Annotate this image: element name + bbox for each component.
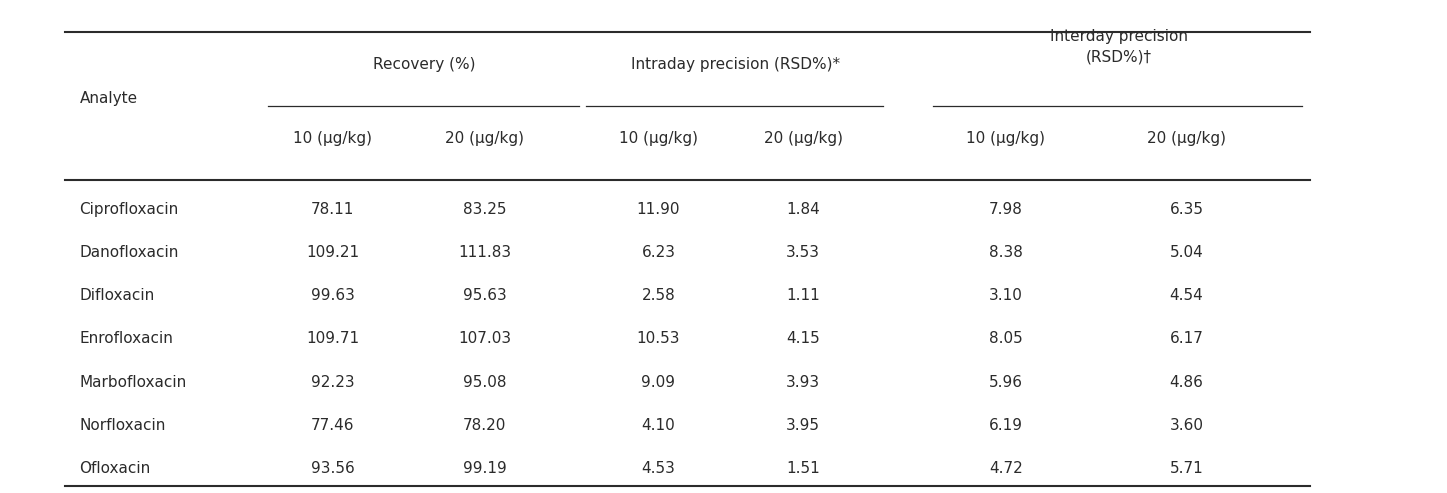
Text: 95.08: 95.08 [463, 375, 506, 389]
Text: 11.90: 11.90 [637, 202, 680, 217]
Text: 99.19: 99.19 [463, 461, 506, 476]
Text: Ciprofloxacin: Ciprofloxacin [80, 202, 179, 217]
Text: 2.58: 2.58 [641, 288, 676, 303]
Text: 10.53: 10.53 [637, 331, 680, 347]
Text: Danofloxacin: Danofloxacin [80, 245, 179, 260]
Text: Intraday precision (RSD%)*: Intraday precision (RSD%)* [631, 57, 839, 71]
Text: 8.38: 8.38 [988, 245, 1023, 260]
Text: 9.09: 9.09 [641, 375, 676, 389]
Text: Norfloxacin: Norfloxacin [80, 418, 166, 433]
Text: 4.86: 4.86 [1169, 375, 1204, 389]
Text: 109.71: 109.71 [307, 331, 359, 347]
Text: 5.71: 5.71 [1169, 461, 1204, 476]
Text: 78.11: 78.11 [311, 202, 355, 217]
Text: 20 (μg/kg): 20 (μg/kg) [764, 131, 842, 145]
Text: 3.10: 3.10 [988, 288, 1023, 303]
Text: 10 (μg/kg): 10 (μg/kg) [967, 131, 1045, 145]
Text: 78.20: 78.20 [463, 418, 506, 433]
Text: Ofloxacin: Ofloxacin [80, 461, 150, 476]
Text: 10 (μg/kg): 10 (μg/kg) [294, 131, 372, 145]
Text: 4.10: 4.10 [641, 418, 676, 433]
Text: 5.04: 5.04 [1169, 245, 1204, 260]
Text: 109.21: 109.21 [307, 245, 359, 260]
Text: 93.56: 93.56 [311, 461, 355, 476]
Text: Marbofloxacin: Marbofloxacin [80, 375, 187, 389]
Text: 3.53: 3.53 [786, 245, 820, 260]
Text: 95.63: 95.63 [463, 288, 506, 303]
Text: 6.35: 6.35 [1169, 202, 1204, 217]
Text: 99.63: 99.63 [311, 288, 355, 303]
Text: Difloxacin: Difloxacin [80, 288, 155, 303]
Text: 1.51: 1.51 [786, 461, 820, 476]
Text: 6.17: 6.17 [1169, 331, 1204, 347]
Text: 10 (μg/kg): 10 (μg/kg) [619, 131, 697, 145]
Text: 1.11: 1.11 [786, 288, 820, 303]
Text: Recovery (%): Recovery (%) [373, 57, 475, 71]
Text: 20 (μg/kg): 20 (μg/kg) [446, 131, 524, 145]
Text: 6.19: 6.19 [988, 418, 1023, 433]
Text: 111.83: 111.83 [459, 245, 511, 260]
Text: 20 (μg/kg): 20 (μg/kg) [1147, 131, 1226, 145]
Text: 83.25: 83.25 [463, 202, 506, 217]
Text: Interday precision
(RSD%)†: Interday precision (RSD%)† [1049, 29, 1188, 65]
Text: 4.54: 4.54 [1169, 288, 1204, 303]
Text: 7.98: 7.98 [988, 202, 1023, 217]
Text: 5.96: 5.96 [988, 375, 1023, 389]
Text: 92.23: 92.23 [311, 375, 355, 389]
Text: 3.60: 3.60 [1169, 418, 1204, 433]
Text: 77.46: 77.46 [311, 418, 355, 433]
Text: 3.95: 3.95 [786, 418, 820, 433]
Text: 107.03: 107.03 [459, 331, 511, 347]
Text: 6.23: 6.23 [641, 245, 676, 260]
Text: 3.93: 3.93 [786, 375, 820, 389]
Text: 4.15: 4.15 [786, 331, 820, 347]
Text: 1.84: 1.84 [786, 202, 820, 217]
Text: Enrofloxacin: Enrofloxacin [80, 331, 174, 347]
Text: 4.72: 4.72 [988, 461, 1023, 476]
Text: 4.53: 4.53 [641, 461, 676, 476]
Text: 8.05: 8.05 [988, 331, 1023, 347]
Text: Analyte: Analyte [80, 91, 137, 106]
